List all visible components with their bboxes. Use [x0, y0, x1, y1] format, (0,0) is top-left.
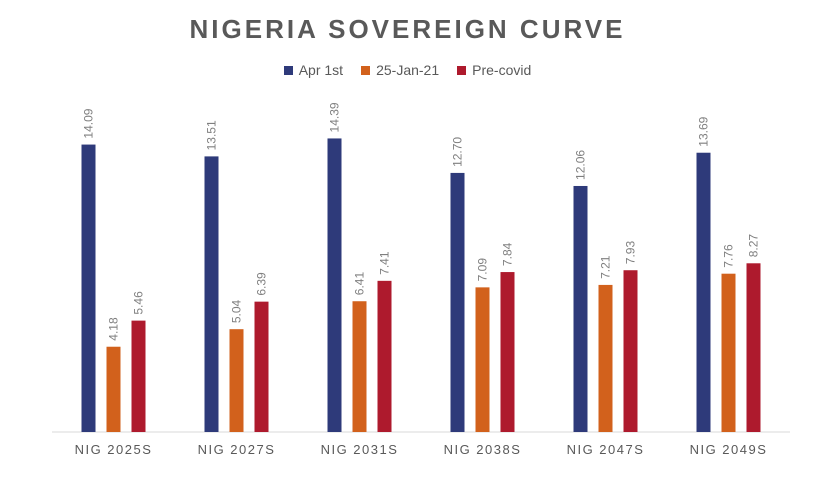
data-label-25-jan-21-nig-2049s: 7.76: [722, 244, 736, 268]
bar-apr-1st-nig-2049s: [696, 152, 711, 432]
bar-pre-covid-nig-2038s: [500, 272, 515, 432]
bar-25-jan-21-nig-2049s: [721, 273, 736, 432]
bar-25-jan-21-nig-2031s: [352, 301, 367, 432]
bar-pre-covid-nig-2049s: [746, 263, 761, 432]
data-label-25-jan-21-nig-2038s: 7.09: [476, 258, 490, 282]
category-label-nig-2031s: NIG 2031S: [321, 442, 399, 457]
data-label-pre-covid-nig-2025s: 5.46: [132, 291, 146, 315]
category-label-nig-2038s: NIG 2038S: [444, 442, 522, 457]
bar-25-jan-21-nig-2038s: [475, 287, 490, 432]
bar-pre-covid-nig-2031s: [377, 280, 392, 432]
legend-swatch-apr-1st: [283, 65, 293, 75]
data-label-25-jan-21-nig-2047s: 7.21: [599, 255, 613, 279]
category-label-nig-2025s: NIG 2025S: [75, 442, 153, 457]
legend-label-25-jan-21: 25-Jan-21: [376, 62, 440, 78]
legend-label-pre-covid: Pre-covid: [472, 62, 532, 78]
data-label-pre-covid-nig-2038s: 7.84: [501, 242, 515, 266]
legend-swatch-25-jan-21: [361, 65, 371, 75]
data-label-pre-covid-nig-2049s: 8.27: [747, 234, 761, 258]
bar-apr-1st-nig-2031s: [327, 138, 342, 432]
bar-25-jan-21-nig-2025s: [106, 346, 121, 432]
legend: Apr 1st 25-Jan-21 Pre-covid: [0, 62, 815, 78]
legend-swatch-pre-covid: [457, 65, 467, 75]
bar-pre-covid-nig-2027s: [254, 301, 269, 432]
chart-title: NIGERIA SOVEREIGN CURVE: [189, 14, 626, 44]
data-label-apr-1st-nig-2027s: 13.51: [205, 120, 219, 150]
legend-label-apr-1st: Apr 1st: [298, 62, 344, 78]
data-label-apr-1st-nig-2031s: 14.39: [328, 102, 342, 132]
category-label-nig-2047s: NIG 2047S: [567, 442, 645, 457]
category-label-nig-2049s: NIG 2049S: [690, 442, 768, 457]
bar-apr-1st-nig-2038s: [450, 172, 465, 433]
data-label-apr-1st-nig-2047s: 12.06: [574, 150, 588, 180]
data-label-25-jan-21-nig-2027s: 5.04: [230, 300, 244, 324]
bar-apr-1st-nig-2047s: [573, 185, 588, 432]
data-label-apr-1st-nig-2049s: 13.69: [697, 116, 711, 146]
data-label-pre-covid-nig-2031s: 7.41: [378, 251, 392, 275]
bar-25-jan-21-nig-2027s: [229, 329, 244, 432]
legend-item-pre-covid: Pre-covid: [457, 62, 531, 78]
category-label-nig-2027s: NIG 2027S: [198, 442, 276, 457]
bar-pre-covid-nig-2025s: [131, 320, 146, 432]
legend-item-25-jan-21: 25-Jan-21: [361, 62, 439, 78]
data-label-pre-covid-nig-2047s: 7.93: [624, 241, 638, 265]
data-label-apr-1st-nig-2025s: 14.09: [82, 108, 96, 138]
data-label-apr-1st-nig-2038s: 12.70: [451, 137, 465, 167]
bar-25-jan-21-nig-2047s: [598, 284, 613, 432]
bar-apr-1st-nig-2025s: [81, 144, 96, 432]
bar-pre-covid-nig-2047s: [623, 270, 638, 432]
data-label-25-jan-21-nig-2025s: 4.18: [107, 317, 121, 341]
data-label-25-jan-21-nig-2031s: 6.41: [353, 272, 367, 296]
data-label-pre-covid-nig-2027s: 6.39: [255, 272, 269, 296]
bar-apr-1st-nig-2027s: [204, 156, 219, 432]
legend-item-apr-1st: Apr 1st: [283, 62, 344, 78]
